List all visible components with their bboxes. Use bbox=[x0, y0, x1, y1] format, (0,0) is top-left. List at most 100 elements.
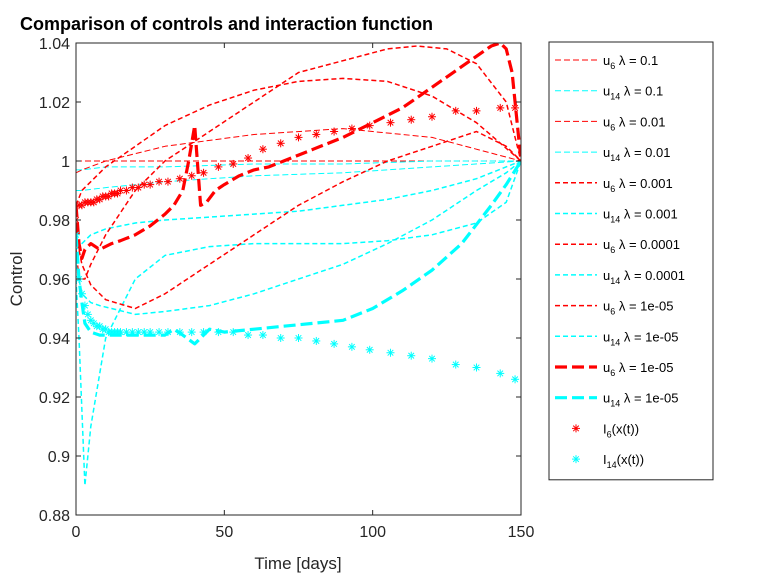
data-point bbox=[472, 363, 481, 372]
legend-label: I6(x(t)) bbox=[603, 421, 639, 439]
data-point bbox=[276, 334, 285, 342]
data-point bbox=[330, 127, 339, 136]
axes-layer: 0 50 100 150 0.88 0.9 0.92 0.94 0.96 0.98 1 1.02 1.0… bbox=[39, 36, 535, 541]
data-point bbox=[428, 112, 436, 121]
data-point bbox=[451, 360, 460, 369]
data-point bbox=[258, 331, 267, 340]
legend-entry: u6 λ = 0.01 bbox=[555, 114, 665, 132]
legend-entry: u14 λ = 1e-05 bbox=[555, 391, 678, 409]
data-point bbox=[276, 139, 285, 148]
chart-title: Comparison of controls and interaction f… bbox=[20, 14, 433, 34]
series-markers-13 bbox=[76, 230, 520, 384]
data-point bbox=[472, 106, 481, 115]
plot-area: 0 50 100 150 0.88 0.9 0.92 0.94 0.96 0.98 1 1.02 1.0… bbox=[39, 36, 535, 541]
y-tick-label: 0.96 bbox=[39, 272, 70, 289]
legend-label: u6 λ = 0.001 bbox=[603, 176, 673, 194]
data-point bbox=[163, 328, 172, 337]
data-point bbox=[428, 354, 436, 363]
legend-entry: u6 λ = 0.001 bbox=[555, 176, 673, 194]
data-point bbox=[146, 180, 155, 189]
data-point bbox=[116, 328, 125, 337]
data-point bbox=[155, 177, 164, 186]
data-point bbox=[312, 130, 321, 139]
data-point bbox=[496, 369, 505, 378]
data-point bbox=[116, 186, 125, 195]
data-point bbox=[146, 328, 155, 337]
y-tick-label: 0.94 bbox=[39, 331, 70, 348]
data-point bbox=[175, 328, 184, 337]
data-point bbox=[386, 118, 395, 127]
data-point bbox=[175, 174, 184, 183]
legend-entry: u14 λ = 0.0001 bbox=[555, 268, 685, 286]
data-point bbox=[294, 334, 303, 342]
data-point bbox=[347, 342, 356, 351]
legend-label: u6 λ = 0.01 bbox=[603, 114, 665, 132]
series-line-4 bbox=[76, 77, 521, 206]
x-tick-label: 150 bbox=[508, 524, 535, 541]
y-tick-label: 0.88 bbox=[39, 508, 70, 525]
data-point bbox=[294, 133, 303, 142]
legend-entry: u14 λ = 0.001 bbox=[555, 207, 678, 225]
data-point bbox=[134, 183, 143, 192]
series-line-8 bbox=[76, 130, 521, 310]
data-point bbox=[77, 289, 86, 298]
legend-entry: u14 λ = 0.1 bbox=[555, 84, 663, 102]
data-point bbox=[83, 310, 92, 319]
series-line-3 bbox=[76, 160, 521, 191]
legend-entry: u6 λ = 1e-05 bbox=[555, 360, 673, 378]
data-point bbox=[80, 301, 89, 310]
data-point bbox=[163, 177, 172, 186]
x-tick-label: 0 bbox=[72, 524, 81, 541]
legend-entry: u14 λ = 0.01 bbox=[555, 145, 670, 163]
data-point bbox=[386, 348, 395, 357]
data-point bbox=[229, 328, 238, 337]
data-point bbox=[122, 186, 131, 195]
data-point bbox=[214, 328, 223, 337]
legend-entry: u14 λ = 1e-05 bbox=[555, 329, 678, 347]
data-point bbox=[187, 171, 196, 180]
y-tick-label: 0.98 bbox=[39, 213, 70, 230]
data-point bbox=[347, 124, 356, 133]
series-markers-12 bbox=[76, 103, 520, 224]
y-tick-label: 0.9 bbox=[48, 449, 70, 466]
y-axis-label: Control bbox=[7, 252, 26, 307]
legend-label: u6 λ = 1e-05 bbox=[603, 360, 673, 378]
legend-entry: u6 λ = 1e-05 bbox=[555, 299, 673, 317]
x-tick-label: 50 bbox=[215, 524, 233, 541]
series-line-5 bbox=[76, 160, 521, 251]
series-line-1 bbox=[76, 160, 521, 171]
data-point bbox=[407, 351, 416, 360]
series-line-2 bbox=[76, 128, 521, 174]
data-point bbox=[76, 230, 80, 239]
legend-marker bbox=[572, 455, 580, 464]
series-line-11 bbox=[76, 160, 521, 346]
series-line-10 bbox=[76, 43, 521, 260]
data-point bbox=[199, 328, 208, 337]
legend-box bbox=[548, 41, 714, 481]
data-point bbox=[312, 336, 321, 345]
legend-label: u6 λ = 1e-05 bbox=[603, 299, 673, 317]
data-point bbox=[407, 115, 416, 124]
series-layer bbox=[76, 43, 521, 487]
data-point bbox=[511, 103, 520, 112]
data-point bbox=[451, 106, 460, 115]
legend-entry: I6(x(t)) bbox=[572, 421, 639, 439]
series-line-7 bbox=[76, 160, 521, 487]
y-tick-label: 0.92 bbox=[39, 390, 70, 407]
legend-marker bbox=[572, 424, 580, 433]
data-point bbox=[140, 328, 149, 337]
legend-label: u14 λ = 1e-05 bbox=[603, 329, 678, 347]
data-point bbox=[155, 328, 164, 337]
legend-label: u14 λ = 0.0001 bbox=[603, 268, 685, 286]
data-point bbox=[134, 328, 143, 337]
legend-label: u14 λ = 0.01 bbox=[603, 145, 670, 163]
data-point bbox=[187, 328, 196, 337]
data-point bbox=[244, 331, 253, 340]
data-point bbox=[496, 103, 505, 112]
legend-label: u14 λ = 0.1 bbox=[603, 84, 663, 102]
data-point bbox=[244, 154, 253, 163]
data-point bbox=[128, 328, 137, 337]
x-axis-label: Time [days] bbox=[254, 554, 341, 573]
legend-label: u14 λ = 1e-05 bbox=[603, 391, 678, 409]
